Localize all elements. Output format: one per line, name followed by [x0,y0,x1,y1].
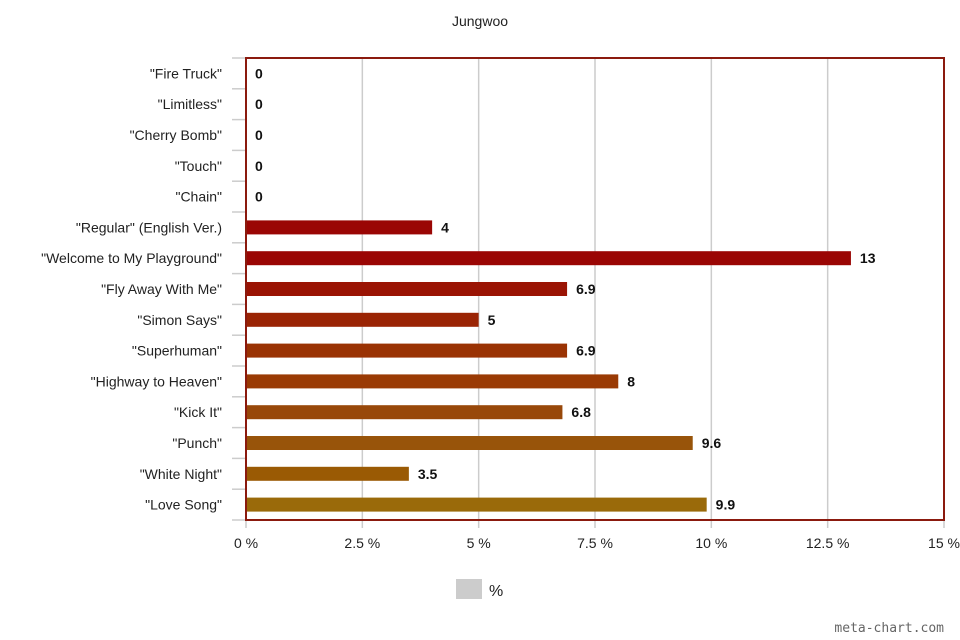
x-tick-label: 2.5 % [344,535,380,551]
data-label: 0 [255,96,263,112]
category-label: "Fly Away With Me" [101,281,222,297]
x-tick-label: 7.5 % [577,535,613,551]
legend-swatch[interactable] [456,579,482,599]
data-label: 4 [441,219,449,235]
data-label: 9.6 [702,435,722,451]
category-label: "Highway to Heaven" [91,373,222,389]
bar[interactable] [246,251,851,266]
x-tick-label: 0 % [234,535,258,551]
data-label: 5 [488,312,496,328]
credit-text[interactable]: meta-chart.com [834,621,944,636]
legend-label: % [489,583,503,600]
x-tick-label: 12.5 % [806,535,850,551]
data-label: 0 [255,189,263,205]
x-tick-label: 5 % [467,535,491,551]
category-label: "Kick It" [174,404,222,420]
category-label: "Fire Truck" [150,65,222,81]
category-label: "Love Song" [145,497,222,513]
category-label: "Limitless" [158,96,222,112]
x-tick-label: 10 % [695,535,727,551]
bar[interactable] [246,374,619,389]
data-label: 6.9 [576,281,596,297]
data-label: 13 [860,250,876,266]
category-labels: "Fire Truck" "Limitless" "Cherry Bomb" "Tou… [41,65,222,512]
data-label: 8 [627,373,635,389]
category-label: "Welcome to My Playground" [41,250,222,266]
bar[interactable] [246,405,563,420]
category-label: "White Night" [140,466,222,482]
data-label: 6.8 [571,404,591,420]
category-label: "Superhuman" [132,343,222,359]
x-tick-label: 15 % [928,535,960,551]
bar[interactable] [246,497,707,512]
category-label: "Punch" [172,435,222,451]
x-axis-ticks: 0 % 2.5 % 5 % 7.5 % 10 % 12.5 % 15 % [234,535,960,551]
chart-title: Jungwoo [452,13,508,29]
bar[interactable] [246,436,693,450]
bar[interactable] [246,282,568,296]
plot-frame [245,57,945,521]
bar[interactable] [246,312,479,327]
bars [246,220,851,512]
category-label: "Touch" [175,158,222,174]
bar[interactable] [246,466,409,481]
data-label: 0 [255,158,263,174]
data-label: 3.5 [418,466,438,482]
category-label: "Chain" [175,189,222,205]
bar[interactable] [246,220,433,235]
data-labels: 0 0 0 0 0 4 13 6.9 5 6.9 8 6.8 9.6 3.5 9.9 [255,65,876,512]
category-label: "Simon Says" [137,312,222,328]
data-label: 0 [255,127,263,143]
category-label: "Regular" (English Ver.) [76,219,222,235]
data-label: 0 [255,65,263,81]
data-label: 6.9 [576,343,596,359]
bar[interactable] [246,343,568,358]
data-label: 9.9 [716,497,736,513]
category-label: "Cherry Bomb" [130,127,222,143]
